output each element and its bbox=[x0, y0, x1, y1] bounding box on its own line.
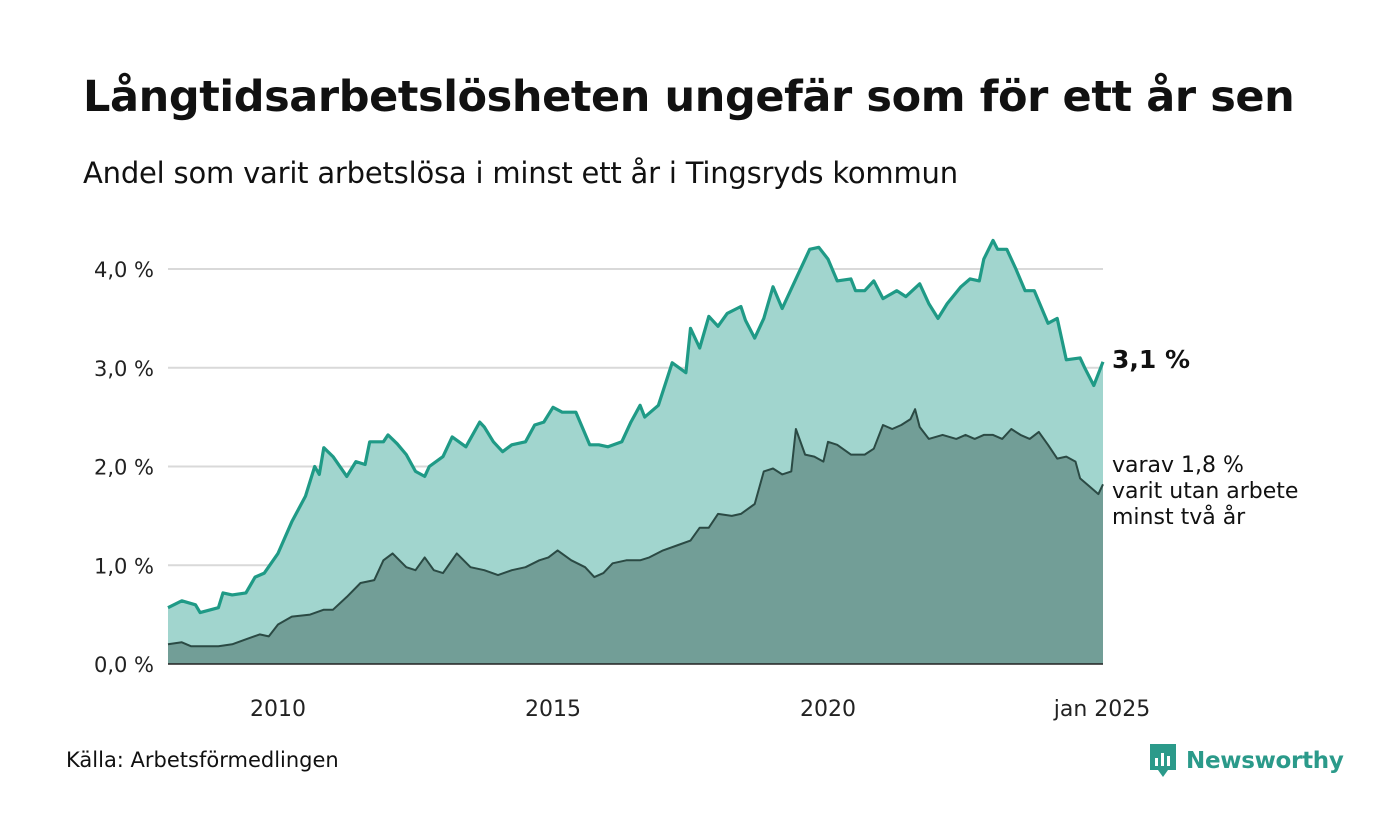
brand-name: Newsworthy bbox=[1186, 748, 1344, 774]
brand-logo: Newsworthy bbox=[1148, 742, 1344, 780]
newsworthy-logo-icon bbox=[1150, 744, 1176, 777]
chart-subtitle: Andel som varit arbetslösa i minst ett å… bbox=[83, 156, 958, 190]
chart-title: Långtidsarbetslösheten ungefär som för e… bbox=[83, 72, 1295, 122]
x-tick-label: jan 2025 bbox=[1053, 697, 1151, 722]
end-label-total: 3,1 % bbox=[1112, 345, 1190, 374]
area-series-two-years bbox=[168, 409, 1103, 664]
x-tick-label: 2015 bbox=[525, 697, 581, 722]
line-series-two-years bbox=[167, 408, 1104, 648]
end-label-two-years: varit utan arbete bbox=[1112, 479, 1298, 504]
x-tick-label: 2010 bbox=[250, 697, 306, 722]
end-label-two-years: varav 1,8 % bbox=[1112, 453, 1244, 478]
y-tick-label: 4,0 % bbox=[94, 258, 154, 282]
y-tick-label: 0,0 % bbox=[94, 653, 154, 677]
source-note: Källa: Arbetsförmedlingen bbox=[66, 748, 339, 772]
x-tick-label: 2020 bbox=[800, 697, 856, 722]
y-tick-label: 1,0 % bbox=[94, 554, 154, 578]
y-tick-label: 3,0 % bbox=[94, 357, 154, 381]
y-tick-label: 2,0 % bbox=[94, 456, 154, 480]
line-series-total bbox=[167, 238, 1105, 615]
end-label-two-years: minst två år bbox=[1112, 504, 1246, 530]
